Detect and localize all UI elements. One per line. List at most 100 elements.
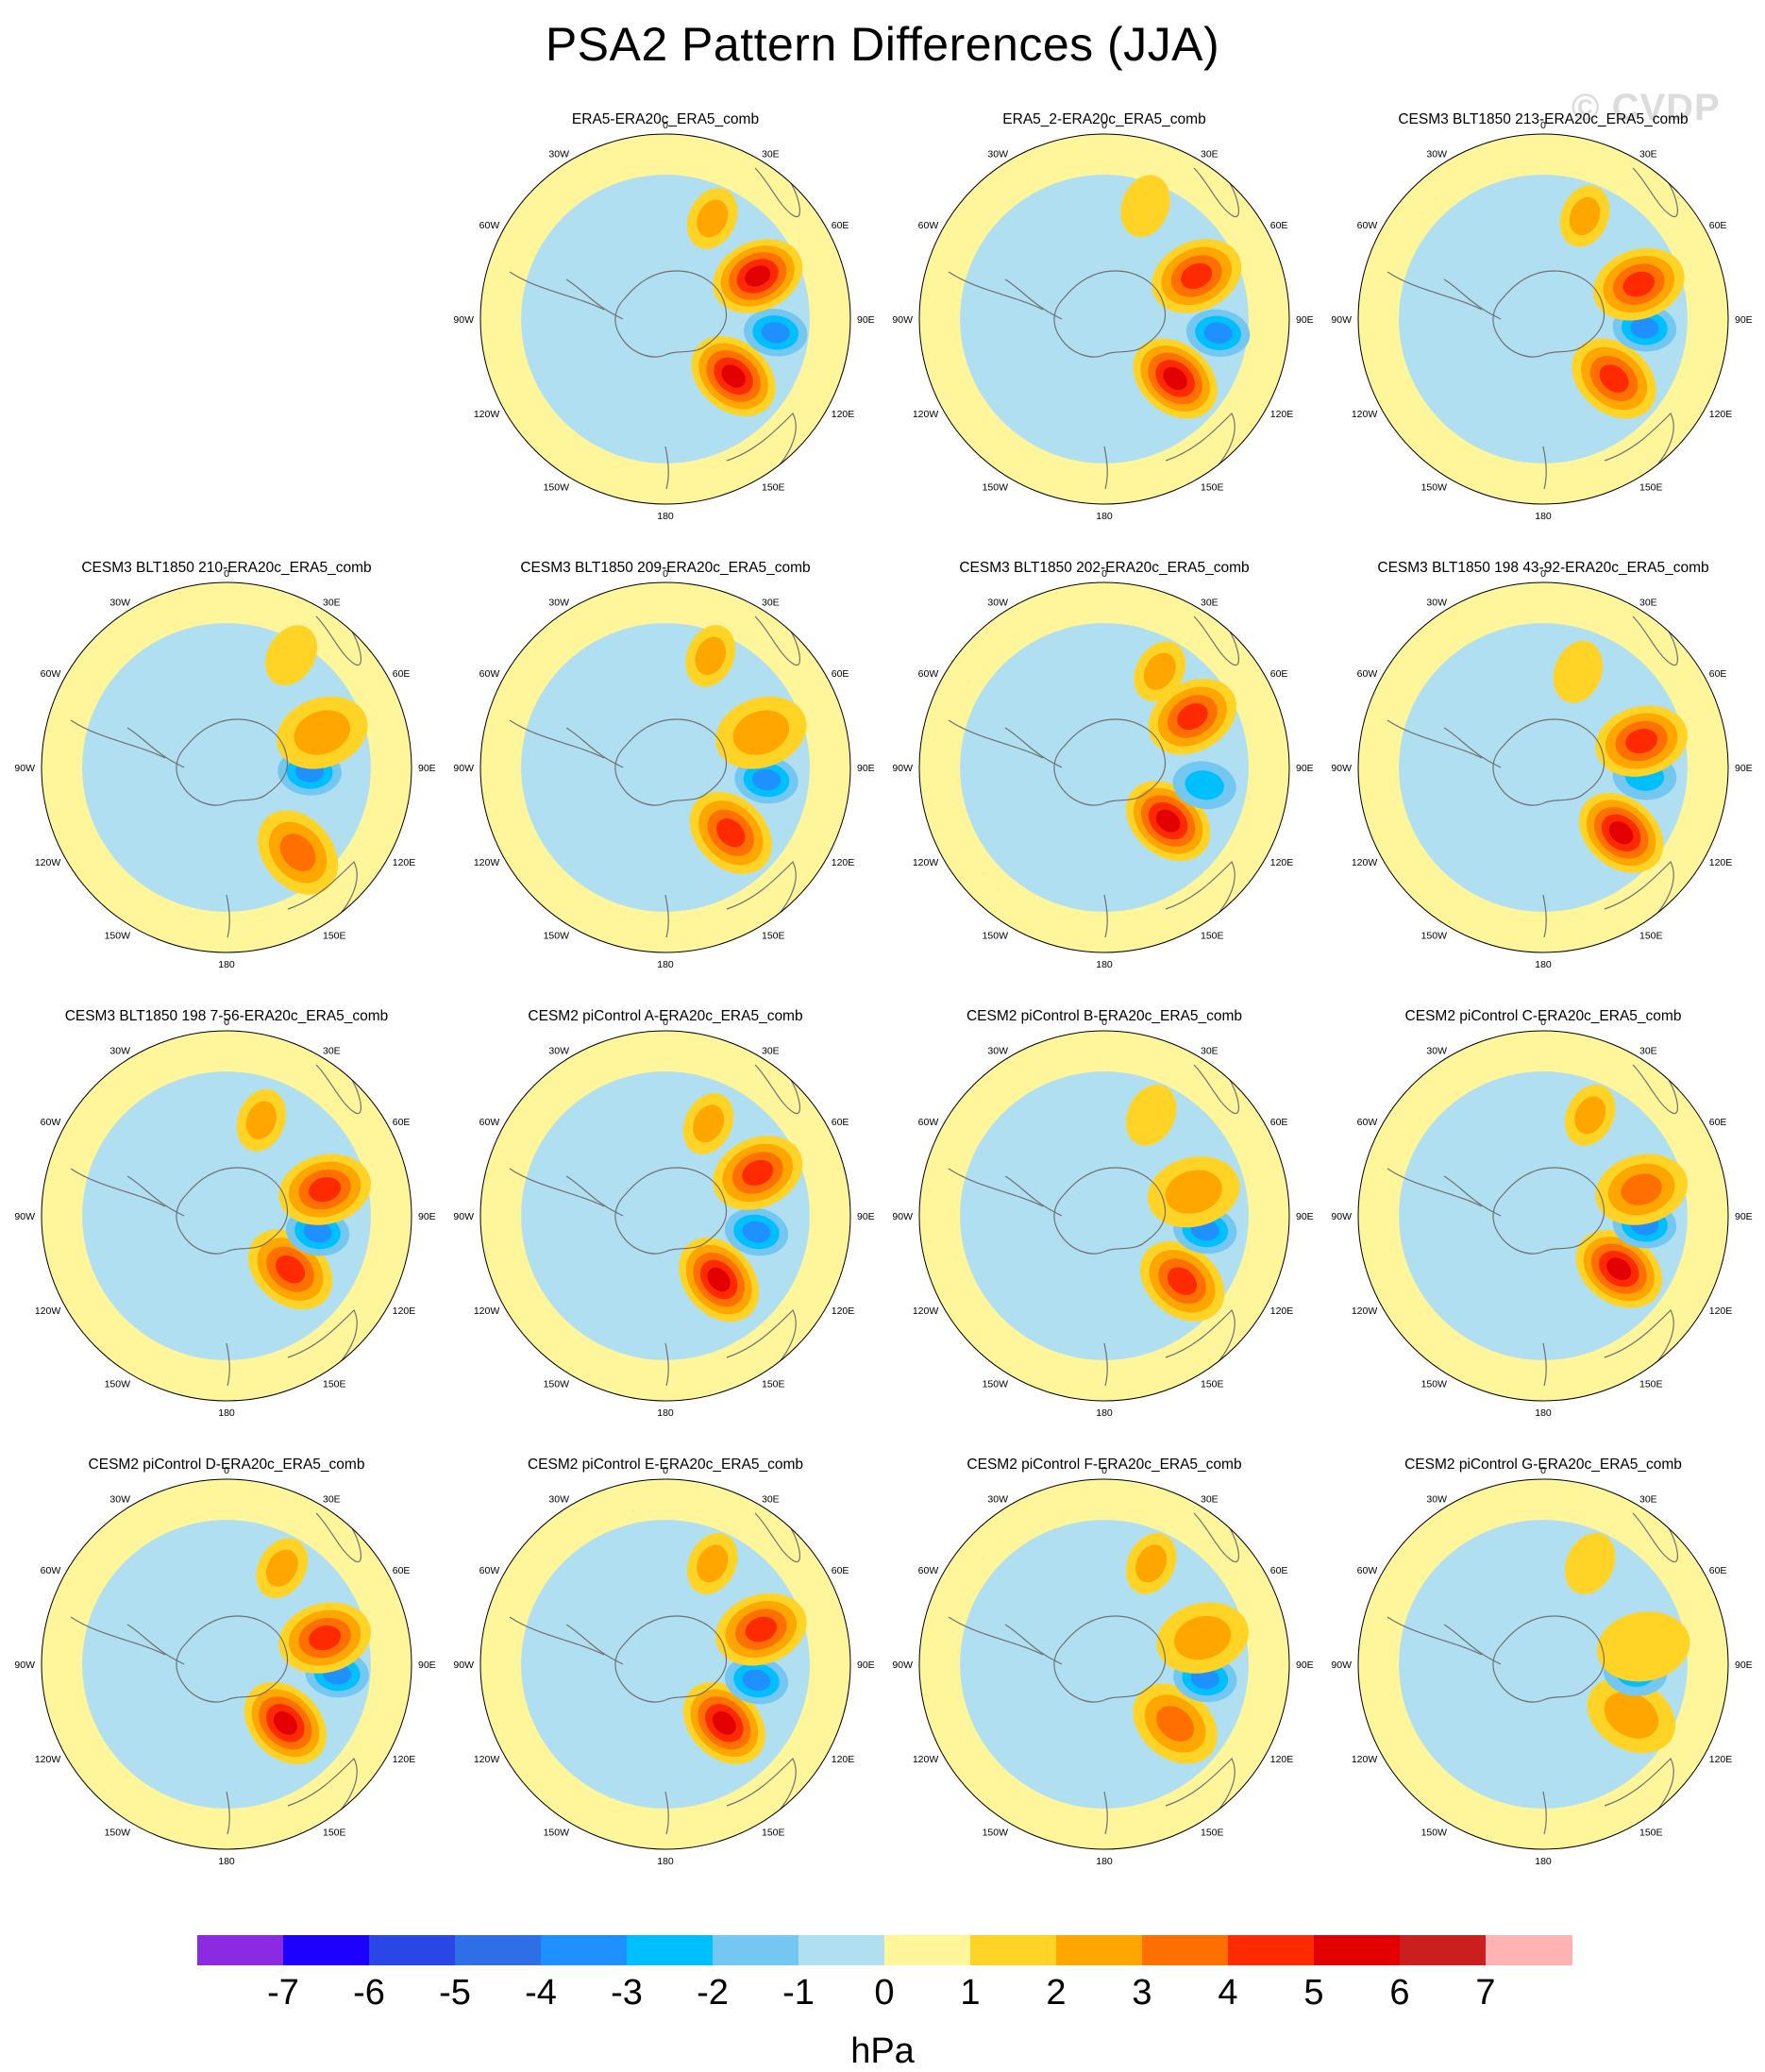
coastline — [226, 1791, 230, 1835]
longitude-label: 0 — [224, 568, 229, 580]
longitude-label: 30E — [1201, 597, 1219, 608]
longitude-label: 0 — [1101, 1017, 1107, 1028]
high-anomaly-contour — [1553, 640, 1604, 703]
map-border — [1357, 1030, 1729, 1402]
longitude-label: 180 — [657, 511, 674, 522]
high-anomaly-contour — [1608, 821, 1634, 845]
high-anomaly-contour — [745, 1616, 778, 1642]
map-panel: CESM3 BLT1850 213-ERA20c_ERA5_comb 0 30E 60… — [1331, 111, 1752, 546]
map-panel: CESM2 piControl B-ERA20c_ERA5_comb 0 30E 60… — [892, 1008, 1313, 1442]
high-anomaly-contour — [276, 1255, 306, 1284]
longitude-label: 60E — [1270, 668, 1288, 680]
longitude-label: 30W — [987, 148, 1008, 160]
low-anomaly-contour — [742, 1669, 771, 1692]
coastline — [1632, 1064, 1679, 1115]
longitude-label: 30W — [109, 1493, 130, 1505]
panel-title: ERA5_2-ERA20c_ERA5_comb — [1002, 111, 1206, 127]
coastline — [1492, 1167, 1605, 1255]
map-panel: CESM2 piControl F-ERA20c_ERA5_comb 0 30E 60… — [892, 1457, 1313, 1891]
coastline — [948, 1616, 1044, 1656]
coastline — [1165, 1757, 1236, 1826]
longitude-label: 90E — [1296, 314, 1314, 326]
longitude-label: 0 — [1101, 1465, 1107, 1476]
longitude-label: 0 — [1101, 568, 1107, 580]
coastline — [1387, 271, 1483, 311]
high-anomaly-contour — [309, 1626, 342, 1651]
longitude-label: 90W — [453, 314, 474, 326]
high-anomaly-contour — [716, 818, 746, 848]
coastline — [614, 1167, 728, 1255]
longitude-label: 60E — [832, 1117, 849, 1128]
longitude-label: 90W — [1331, 1211, 1352, 1222]
longitude-label: 150W — [1421, 1828, 1448, 1839]
longitude-label: 180 — [218, 1407, 235, 1419]
colorbar-tick-label: -7 — [267, 1973, 299, 2013]
polar-map: 0 30E 60E 90E 120E 150E 180 150W 120W 90W 60W 30W — [1331, 1017, 1752, 1419]
coastline — [754, 167, 801, 218]
longitude-label: 60W — [918, 220, 939, 231]
high-anomaly-contour — [1599, 364, 1629, 393]
longitude-label: 120W — [1352, 1306, 1378, 1317]
longitude-label: 180 — [1535, 1856, 1552, 1867]
longitude-label: 120E — [832, 1754, 855, 1765]
map-border — [479, 1478, 851, 1850]
longitude-label: 180 — [1096, 1856, 1113, 1867]
high-anomaly-contour — [712, 1710, 736, 1735]
coastline — [1443, 1624, 1502, 1665]
coastline — [1443, 727, 1502, 768]
longitude-label: 90W — [1331, 763, 1352, 774]
longitude-label: 30W — [548, 148, 569, 160]
longitude-label: 60E — [1709, 668, 1727, 680]
longitude-label: 90W — [14, 1211, 35, 1222]
high-anomaly-contour — [1177, 703, 1208, 731]
coastline — [1165, 860, 1236, 929]
colorbar-swatch — [1056, 1935, 1143, 1965]
longitude-label: 60E — [1270, 220, 1288, 231]
longitude-label: 90E — [418, 1211, 436, 1222]
low-anomaly-contour — [752, 768, 781, 791]
high-anomaly-contour — [1596, 1611, 1690, 1682]
longitude-label: 90W — [453, 1211, 474, 1222]
longitude-label: 90W — [453, 1659, 474, 1671]
high-anomaly-contour — [693, 1104, 725, 1143]
longitude-label: 180 — [1535, 959, 1552, 970]
high-anomaly-contour — [265, 1549, 298, 1587]
longitude-label: 30E — [1201, 148, 1219, 160]
coastline — [1604, 860, 1674, 929]
polar-map: 0 30E 60E 90E 120E 150E 180 150W 120W 90W 60W 30W — [453, 568, 874, 970]
panel-title: CESM3 BLT1850 213-ERA20c_ERA5_comb — [1398, 111, 1689, 127]
longitude-label: 150E — [1201, 1379, 1224, 1390]
high-anomaly-contour — [695, 636, 726, 676]
longitude-label: 60W — [1357, 220, 1378, 231]
longitude-label: 60W — [479, 220, 500, 231]
coastline — [1165, 1308, 1236, 1377]
longitude-label: 60W — [1357, 1565, 1378, 1576]
coastline — [1103, 446, 1108, 490]
coastline — [287, 860, 358, 929]
longitude-label: 90E — [418, 763, 436, 774]
longitude-label: 30W — [987, 1045, 1008, 1056]
longitude-label: 0 — [224, 1017, 229, 1028]
longitude-label: 180 — [1096, 511, 1113, 522]
high-anomaly-contour — [273, 1710, 297, 1735]
coastline — [726, 1308, 797, 1377]
longitude-label: 90E — [1735, 314, 1753, 326]
map-panel: CESM2 piControl G-ERA20c_ERA5_comb 0 30E 60… — [1331, 1457, 1752, 1891]
map-panel: CESM2 piControl A-ERA20c_ERA5_comb 0 30E 60… — [453, 1008, 874, 1442]
colorbar-swatch — [197, 1935, 284, 1965]
longitude-label: 30E — [1201, 1493, 1219, 1505]
colorbar-tick-label: 4 — [1218, 1973, 1238, 2013]
longitude-label: 150W — [983, 1379, 1009, 1390]
longitude-label: 60W — [1357, 1117, 1378, 1128]
longitude-label: 120W — [1352, 857, 1378, 868]
longitude-label: 0 — [663, 1017, 668, 1028]
coastline — [315, 1512, 362, 1563]
high-anomaly-contour — [697, 199, 729, 238]
longitude-label: 30E — [1639, 1045, 1657, 1056]
coastline — [1053, 718, 1167, 806]
colorbar-swatch — [798, 1935, 885, 1965]
coastline — [1492, 718, 1605, 806]
coastline — [1053, 1167, 1167, 1255]
longitude-label: 30E — [762, 1493, 780, 1505]
map-panel: CESM2 piControl D-ERA20c_ERA5_comb 0 30E 60… — [14, 1457, 435, 1891]
